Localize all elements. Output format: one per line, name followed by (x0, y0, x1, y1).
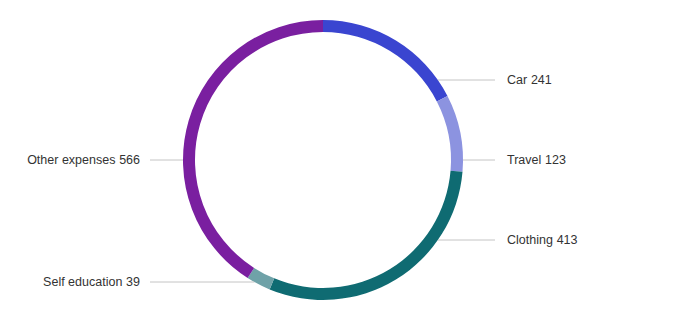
slice (270, 171, 463, 300)
value-label: 566 (119, 153, 140, 167)
donut (183, 20, 463, 300)
category-label: Clothing (507, 233, 553, 247)
leader-line (150, 282, 254, 283)
value-label: 241 (531, 73, 552, 87)
category-label: Self education (43, 275, 122, 289)
slice (183, 20, 323, 278)
data-label: Car 241 (507, 73, 552, 87)
slice (323, 20, 447, 101)
value-label: 39 (126, 275, 140, 289)
leader-line (463, 160, 495, 161)
data-label: Self education 39 (43, 275, 140, 289)
category-label: Car (507, 73, 527, 87)
chart: Car 241 Travel 123 Clothing 413 Self education… (0, 0, 689, 320)
slice (437, 96, 463, 172)
value-label: 123 (545, 153, 566, 167)
value-label: 413 (557, 233, 578, 247)
category-label: Other expenses (27, 153, 115, 167)
data-label: Other expenses 566 (27, 153, 140, 167)
category-label: Travel (507, 153, 541, 167)
leader-line (438, 80, 495, 81)
leader-line (150, 160, 183, 161)
leader-line (438, 240, 495, 241)
data-label: Travel 123 (507, 153, 566, 167)
data-label: Clothing 413 (507, 233, 578, 247)
labels: Car 241 Travel 123 Clothing 413 Self education… (27, 73, 577, 289)
